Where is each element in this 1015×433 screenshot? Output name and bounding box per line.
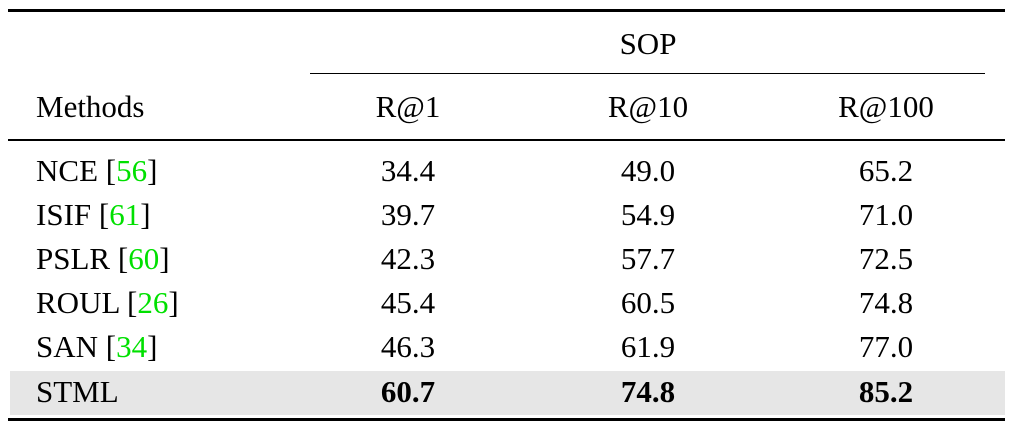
methods-header: Methods: [36, 89, 145, 124]
table-row-method: SAN [34]: [36, 329, 158, 364]
citation-link[interactable]: 60: [128, 241, 160, 276]
table-cell: 77.0: [858, 329, 914, 364]
table-cell: 57.7: [620, 241, 676, 276]
table-row-method-highlight: STML: [36, 374, 119, 409]
metric-header-r1: R@1: [375, 89, 441, 124]
table-cell: 65.2: [858, 153, 914, 188]
table-row-method: NCE [56]: [36, 153, 158, 188]
citation-link[interactable]: 34: [116, 329, 148, 364]
table-cell: 45.4: [380, 285, 436, 320]
citation-link[interactable]: 61: [109, 197, 141, 232]
bottom-rule: [8, 418, 1005, 421]
table-cell: 42.3: [380, 241, 436, 276]
group-header-sop: SOP: [619, 26, 677, 61]
citation-link[interactable]: 56: [116, 153, 148, 188]
table-row-method: ROUL [26]: [36, 285, 179, 320]
table-cell: 34.4: [380, 153, 436, 188]
group-header-rule: [310, 73, 985, 74]
metric-header-r10: R@10: [607, 89, 689, 124]
table-cell: 39.7: [380, 197, 436, 232]
table-cell: 54.9: [620, 197, 676, 232]
citation-link[interactable]: 26: [137, 285, 169, 320]
top-rule: [8, 9, 1005, 12]
table-cell: 61.9: [620, 329, 676, 364]
highlight-row-background: [10, 371, 1005, 415]
table-cell: 49.0: [620, 153, 676, 188]
table-cell: 74.8: [858, 285, 914, 320]
table-cell: 46.3: [380, 329, 436, 364]
header-rule: [8, 139, 1005, 141]
metric-header-r100: R@100: [838, 89, 934, 124]
table-row-method: ISIF [61]: [36, 197, 151, 232]
table-row-method: PSLR [60]: [36, 241, 170, 276]
table-cell-best: 60.7: [380, 374, 436, 409]
table-cell: 71.0: [858, 197, 914, 232]
table-cell-best: 74.8: [620, 374, 676, 409]
table-cell: 60.5: [620, 285, 676, 320]
table-cell: 72.5: [858, 241, 914, 276]
table-cell-best: 85.2: [858, 374, 914, 409]
